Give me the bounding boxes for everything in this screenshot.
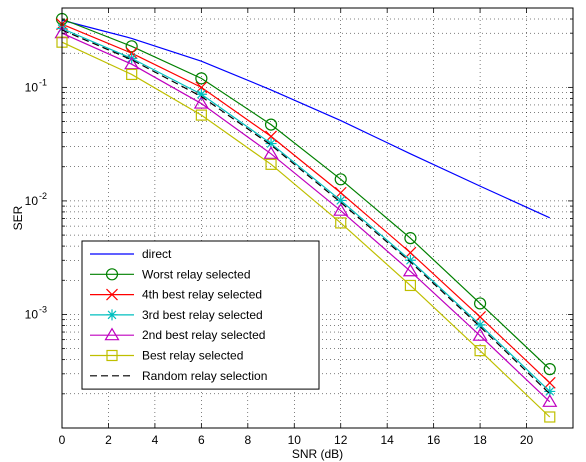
legend-marker <box>104 327 120 341</box>
tick-marks <box>61 7 573 429</box>
legend-entry: 4th best relay selected <box>90 288 262 302</box>
x-tick-label: 6 <box>198 433 205 447</box>
legend-label: direct <box>142 247 172 261</box>
data-point <box>195 88 207 100</box>
data-point <box>402 263 418 277</box>
data-point <box>542 394 558 407</box>
x-tick-label: 14 <box>381 433 395 447</box>
x-tick-label: 0 <box>59 433 66 447</box>
axes-box <box>61 7 574 429</box>
legend-marker <box>106 288 118 301</box>
legend-entry: Random relay selection <box>90 369 267 383</box>
data-point <box>544 385 556 397</box>
data-point <box>472 328 488 341</box>
data-point <box>404 279 417 292</box>
data-point <box>333 203 349 216</box>
series-direct <box>61 19 551 219</box>
data-point <box>265 138 277 150</box>
data-point <box>335 194 347 206</box>
legend-marker <box>106 349 118 362</box>
data-point <box>124 56 140 70</box>
plot-series <box>54 12 558 423</box>
data-point <box>335 217 347 229</box>
data-point <box>404 232 417 245</box>
x-axis-label: SNR (dB) <box>292 447 343 461</box>
series-worst-relay-selected <box>55 12 556 376</box>
data-point <box>473 297 487 310</box>
legend-label: Best relay selected <box>142 349 243 363</box>
data-point <box>543 363 556 376</box>
legend-label: 3rd best relay selected <box>142 308 263 322</box>
series-random-relay-selection <box>61 29 551 395</box>
x-tick-label: 18 <box>473 433 487 447</box>
x-tick-label: 4 <box>152 433 159 447</box>
x-tick-label: 2 <box>105 433 112 447</box>
x-tick-label: 10 <box>288 433 302 447</box>
x-tick-label: 8 <box>244 433 251 447</box>
data-point <box>195 109 207 121</box>
x-tick-label: 16 <box>427 433 441 447</box>
series-best-relay-selected <box>56 36 556 423</box>
data-point <box>334 173 347 186</box>
legend-label: 2nd best relay selected <box>142 328 265 342</box>
data-point <box>404 254 416 266</box>
series-2nd-best-relay-selected <box>54 25 558 407</box>
data-point <box>193 95 209 109</box>
y-tick-label: 10 <box>25 194 39 208</box>
x-tick-label: 12 <box>334 433 348 447</box>
y-tick-label: 10 <box>25 307 39 321</box>
series-3rd-best-relay-selected <box>56 22 556 397</box>
legend-entry: Worst relay selected <box>90 267 251 281</box>
data-point <box>543 376 556 389</box>
data-point <box>544 411 556 423</box>
data-point <box>195 72 208 85</box>
series-line <box>61 27 551 392</box>
data-point <box>265 158 277 170</box>
x-tick-label: 20 <box>520 433 534 447</box>
series-line <box>61 29 551 395</box>
y-tick-exponent: -1 <box>39 77 47 87</box>
data-point <box>474 345 486 357</box>
series-line <box>61 18 551 370</box>
series-line <box>61 41 551 418</box>
legend-entry: Best relay selected <box>90 349 243 363</box>
legend-marker <box>106 309 118 321</box>
series-line <box>61 19 551 219</box>
legend: direct Worst relay selected 4th best relay… <box>81 240 320 390</box>
data-point <box>474 319 486 331</box>
series-line <box>61 32 551 403</box>
data-point <box>263 146 279 159</box>
y-axis-label: SER <box>11 205 25 230</box>
legend-label: Random relay selection <box>142 369 267 383</box>
y-tick-exponent: -3 <box>39 304 47 314</box>
y-tick-label: 10 <box>25 80 39 94</box>
series-line <box>61 23 551 384</box>
y-tick-exponent: -2 <box>39 191 47 201</box>
legend-label: Worst relay selected <box>142 267 251 281</box>
legend-label: 4th best relay selected <box>142 288 262 302</box>
data-point <box>264 118 278 131</box>
data-point <box>126 68 138 81</box>
legend-entry: 3rd best relay selected <box>90 308 263 322</box>
legend-marker <box>105 268 119 281</box>
data-point <box>125 40 138 53</box>
legend-entry: 2nd best relay selected <box>90 327 265 342</box>
legend-entry: direct <box>90 247 172 261</box>
